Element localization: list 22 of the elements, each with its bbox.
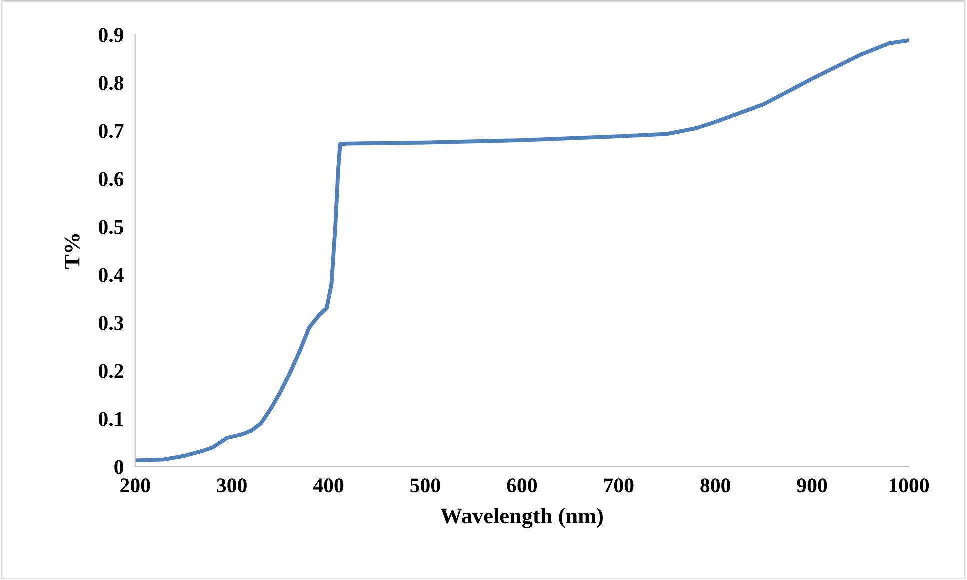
y-tick-label: 0.9: [99, 28, 124, 42]
y-tick-label: 0.3: [99, 316, 124, 330]
y-tick-label: 0.6: [99, 172, 124, 186]
y-tick-label: 0.1: [99, 412, 124, 426]
x-tick-label: 700: [604, 478, 634, 493]
x-tick-label: 200: [120, 478, 150, 493]
y-tick-label: 0.2: [99, 364, 124, 378]
line-series: [135, 38, 909, 463]
x-tick-label: 800: [700, 478, 730, 493]
y-tick-label: 0: [114, 460, 124, 474]
y-tick-label: 0.7: [99, 124, 124, 138]
x-tick-label: 400: [313, 478, 344, 493]
y-tick-label: 0.8: [99, 76, 124, 90]
x-tick-label: 1000: [890, 478, 930, 493]
y-axis-title: T%: [64, 234, 80, 270]
x-tick-label: 600: [507, 478, 538, 493]
x-axis-title: Wavelength (nm): [440, 508, 603, 528]
x-tick-label: 500: [410, 478, 440, 493]
y-tick-label: 0.5: [99, 220, 124, 234]
x-tick-label: 900: [797, 478, 828, 493]
y-tick-label: 0.4: [99, 268, 124, 282]
x-tick-label: 300: [217, 478, 247, 493]
